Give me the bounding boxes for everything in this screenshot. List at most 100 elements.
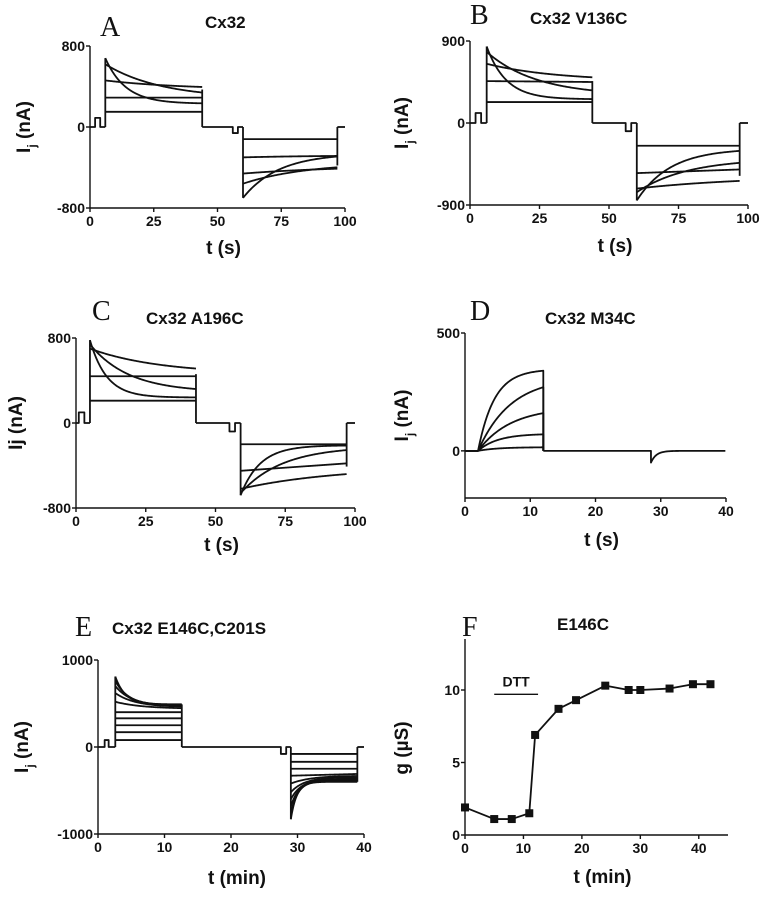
panel-f: F E146C 0 10 20 30 40 0 5 10 t (min) g (µS) DTT	[392, 612, 728, 888]
data-point	[490, 815, 499, 824]
x-axis-label: t (s)	[204, 535, 239, 556]
x-tick-label: 50	[210, 213, 226, 229]
current-trace	[89, 343, 197, 390]
current-trace	[289, 780, 358, 814]
current-trace	[636, 149, 740, 201]
y-tick-label: 0	[85, 739, 93, 755]
y-axis-label-rest: (nA)	[392, 390, 413, 433]
baseline-trace	[181, 746, 291, 755]
y-tick-label: -900	[437, 197, 465, 213]
x-tick-label: 0	[461, 503, 469, 519]
y-axis-label-rest: (nA)	[12, 721, 33, 764]
panel-letter: B	[470, 0, 489, 31]
panel-letter: D	[470, 296, 490, 327]
x-tick-label: 30	[653, 503, 669, 519]
y-axis-label-rest: (nA)	[392, 97, 413, 140]
baseline-trace	[90, 116, 106, 128]
panel-letter: F	[462, 612, 478, 643]
y-axis-label: Ij (nA)	[14, 101, 39, 153]
y-tick-label: 900	[442, 33, 466, 49]
panel-title: Cx32 M34C	[545, 309, 636, 328]
current-trace	[242, 155, 338, 199]
x-tick-label: 20	[574, 840, 590, 856]
y-axis-label: Ij (nA)	[6, 396, 27, 450]
y-tick-label: -1000	[57, 826, 93, 842]
current-trace	[486, 62, 593, 79]
x-tick-label: 10	[157, 839, 173, 855]
current-trace	[636, 180, 740, 190]
panel-title: Cx32 V136C	[530, 9, 627, 28]
y-axis-label: g (µS)	[392, 721, 413, 774]
current-trace	[290, 773, 358, 777]
y-axis-label-sub: j	[25, 144, 39, 148]
current-trace	[114, 676, 183, 706]
x-axis-label: t (s)	[598, 236, 633, 257]
panel-title: E146C	[557, 615, 609, 634]
data-point	[688, 680, 697, 689]
panel-title: Cx32 A196C	[146, 309, 244, 328]
panel-title: Cx32	[205, 13, 246, 32]
current-trace	[239, 449, 347, 494]
current-trace	[104, 63, 203, 94]
y-tick-label: 5	[452, 755, 460, 771]
current-trace	[465, 433, 545, 452]
data-point	[706, 680, 715, 689]
x-axis-label: t (s)	[584, 530, 619, 551]
dtt-label: DTT	[503, 673, 531, 689]
x-tick-label: 25	[532, 210, 548, 226]
y-axis-label-main: I	[392, 436, 413, 441]
current-trace	[465, 369, 545, 452]
current-trace	[242, 155, 338, 159]
y-tick-label: 0	[452, 443, 460, 459]
x-tick-label: 100	[343, 513, 367, 529]
x-tick-label: 50	[208, 513, 224, 529]
x-tick-label: 40	[356, 839, 372, 855]
data-point	[507, 815, 516, 824]
y-axis-label-sub: j	[403, 433, 417, 437]
data-point	[624, 686, 633, 694]
x-tick-label: 75	[671, 210, 687, 226]
panel-d: D Cx32 M34C 0 10 20 30 40 500 0 t (s) Ij (nA)	[392, 296, 734, 551]
x-tick-label: 0	[72, 513, 80, 529]
baseline-trace	[76, 411, 90, 424]
current-trace	[89, 347, 197, 370]
current-trace	[465, 446, 545, 452]
y-tick-label: -800	[43, 500, 71, 516]
y-axis-label-sub: j	[403, 140, 417, 144]
y-axis-label: Ij (nA)	[392, 97, 417, 149]
x-tick-label: 0	[86, 213, 94, 229]
x-axis-label: t (min)	[208, 868, 266, 889]
x-tick-label: 0	[461, 840, 469, 856]
y-axis-label-main: I	[392, 144, 413, 149]
current-trace	[239, 444, 347, 496]
y-tick-label: 800	[62, 38, 86, 54]
y-axis-label-main: Ij	[6, 439, 27, 450]
current-trace	[89, 339, 196, 399]
x-tick-label: 100	[736, 210, 760, 226]
current-trace	[636, 161, 740, 193]
current-trace	[486, 51, 593, 92]
panel-title: Cx32 E146C,C201S	[112, 619, 266, 638]
baseline-trace	[470, 112, 487, 124]
x-tick-label: 25	[138, 513, 154, 529]
x-tick-label: 10	[522, 503, 538, 519]
y-tick-label: 800	[48, 330, 72, 346]
x-tick-label: 40	[691, 840, 707, 856]
current-trace	[242, 166, 338, 185]
current-trace	[240, 462, 347, 472]
data-point	[665, 684, 674, 693]
current-trace	[104, 57, 203, 105]
x-axis-label: t (min)	[573, 867, 631, 888]
y-axis-label-main: I	[12, 768, 33, 773]
y-axis-label: Ij (nA)	[12, 721, 37, 773]
x-tick-label: 50	[601, 210, 617, 226]
data-point	[636, 686, 645, 694]
y-tick-label: 0	[457, 115, 465, 131]
y-axis-label-main: I	[14, 148, 35, 153]
data-point	[554, 704, 563, 713]
baseline-trace	[202, 126, 243, 134]
